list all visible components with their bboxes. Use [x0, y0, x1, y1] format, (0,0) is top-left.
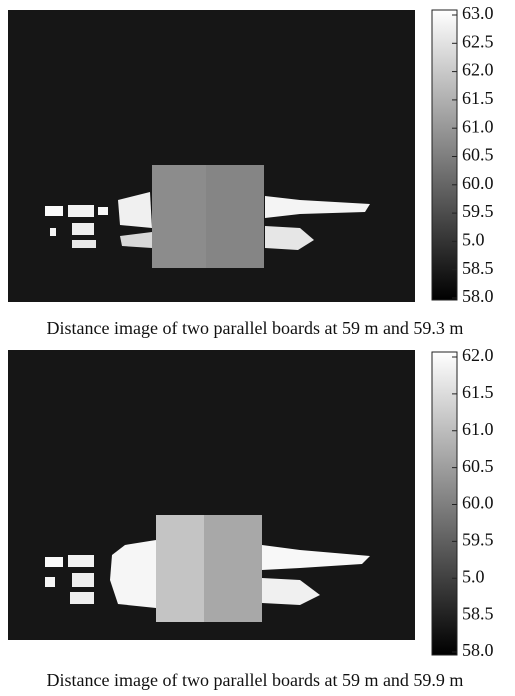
colorbar-label: 61.5	[462, 88, 494, 108]
colorbar	[432, 10, 457, 300]
colorbar-label: 61.5	[462, 382, 494, 402]
colorbar-label: 58.0	[462, 286, 494, 306]
colorbar-label: 5.0	[462, 566, 485, 586]
colorbar-label: 61.0	[462, 116, 494, 136]
colorbar-label: 58.5	[462, 603, 494, 623]
colorbar	[432, 352, 457, 655]
colorbar-label: 5.0	[462, 230, 485, 250]
colorbar-label: 60.0	[462, 173, 494, 193]
colorbar-label: 60.5	[462, 145, 494, 165]
colorbar-label: 58.5	[462, 258, 494, 278]
caption: Distance image of two parallel boards at…	[47, 670, 464, 690]
colorbar-labels: 62.0 61.5 61.0 60.5 60.0 59.5 5.0 58.5 58.0	[452, 345, 494, 660]
colorbar-labels: 63.0 62.5 62.0 61.5 61.0 60.5 60.0 59.5 5.0 58.5 5…	[452, 3, 494, 306]
colorbar-label: 62.0	[462, 345, 494, 365]
colorbar-label: 62.0	[462, 60, 494, 80]
colorbar-label: 58.0	[462, 640, 494, 660]
colorbar-label: 62.5	[462, 31, 494, 51]
figure: 63.0 62.5 62.0 61.5 61.0 60.5 60.0 59.5 5.0 58.5 5…	[0, 0, 515, 696]
colorbar-label: 60.5	[462, 456, 494, 476]
colorbar-label: 59.5	[462, 201, 494, 221]
colorbar-label: 60.0	[462, 493, 494, 513]
distance-image	[8, 10, 415, 302]
colorbar-label: 59.5	[462, 530, 494, 550]
distance-image	[8, 350, 415, 640]
caption: Distance image of two parallel boards at…	[47, 318, 464, 338]
colorbar-label: 63.0	[462, 3, 494, 23]
colorbar-label: 61.0	[462, 419, 494, 439]
